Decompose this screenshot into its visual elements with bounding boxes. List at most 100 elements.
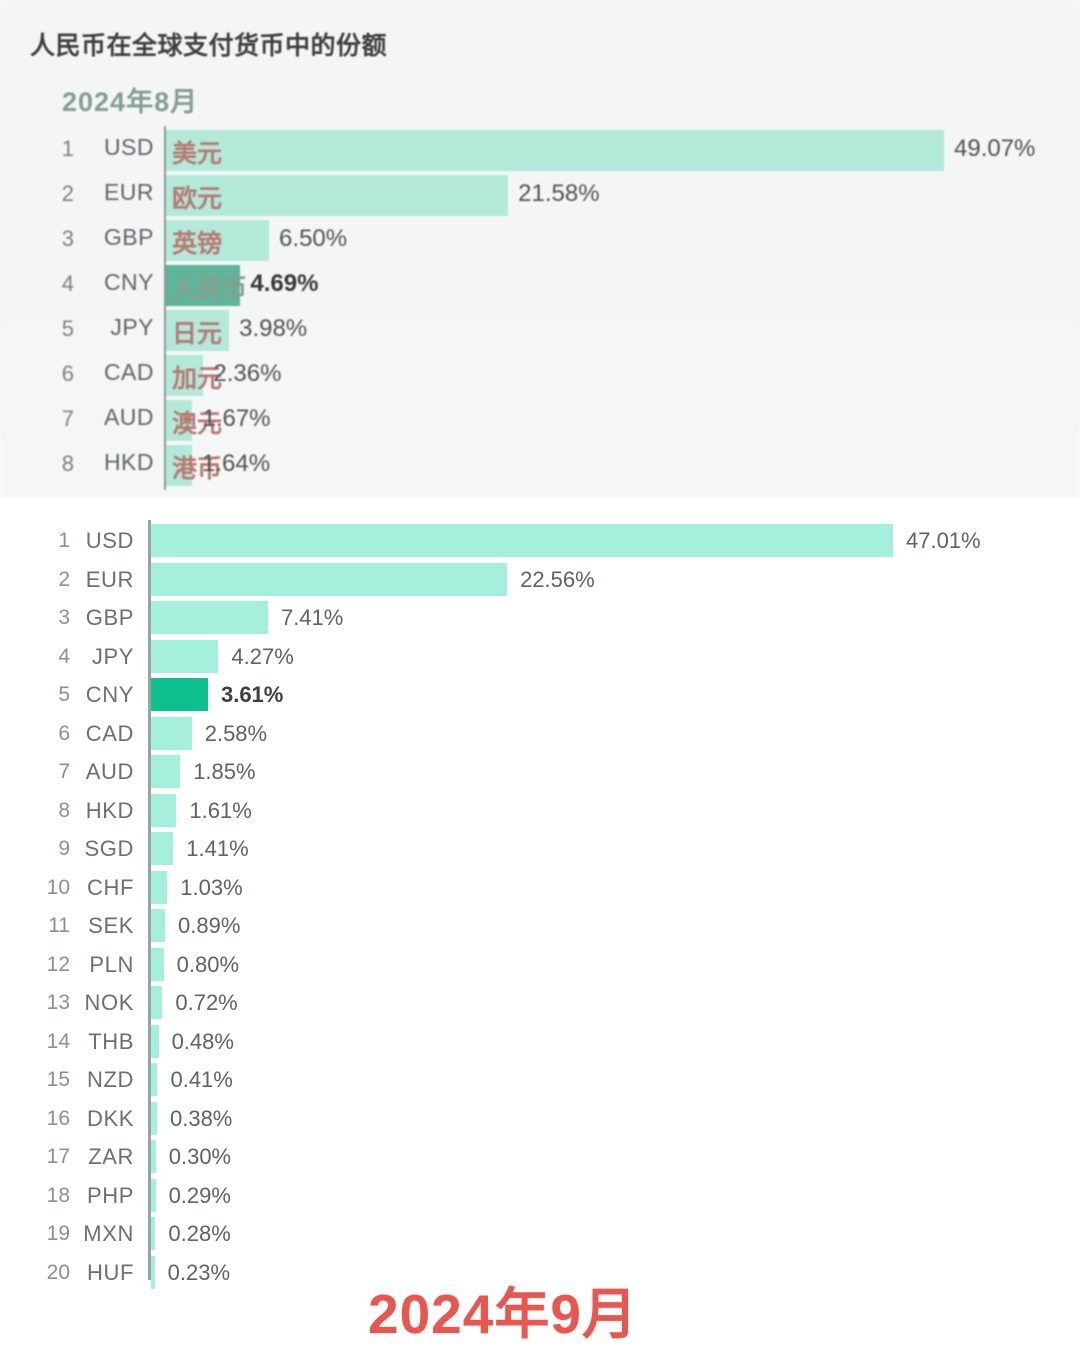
- row-rank: 11: [48, 914, 70, 937]
- table-row: 19 MXN 0.28%: [0, 1215, 1080, 1254]
- row-currency-code: HKD: [85, 797, 134, 823]
- row-bar: [151, 1024, 159, 1058]
- row-rank: 8: [61, 451, 74, 476]
- row-value-label: 1.61%: [189, 797, 252, 823]
- table-row: 4 JPY 4.27%: [0, 638, 1080, 677]
- row-value-label: 0.80%: [176, 951, 240, 977]
- row-currency-code: PHP: [86, 1182, 134, 1208]
- row-currency-code: NZD: [86, 1067, 134, 1092]
- row-bar: [151, 793, 177, 827]
- row-currency-code: JPY: [110, 314, 154, 340]
- row-value-label: 49.07%: [954, 135, 1036, 162]
- row-currency-code: PLN: [89, 951, 134, 977]
- row-bar: [151, 716, 192, 750]
- row-currency-code: SEK: [88, 913, 134, 938]
- table-row: 6 CAD 2.58%: [0, 715, 1080, 754]
- table-row: 2 EUR 欧元 21.58%: [0, 173, 1080, 218]
- row-rank: 7: [61, 406, 74, 431]
- row-currency-code: EUR: [85, 566, 134, 592]
- row-value-label: 0.41%: [170, 1067, 233, 1092]
- row-rank: 19: [46, 1222, 70, 1245]
- row-rank: 5: [58, 683, 70, 706]
- chart-axis-line-september: [148, 520, 151, 1280]
- row-value-label: 4.27%: [231, 643, 294, 669]
- table-row: 7 AUD 澳元 1.67%: [0, 398, 1080, 443]
- table-row: 3 GBP 英镑 6.50%: [0, 218, 1080, 263]
- row-bar: [166, 220, 270, 261]
- table-row: 14 THB 0.48%: [0, 1023, 1080, 1062]
- row-value-label: 0.38%: [169, 1105, 233, 1131]
- row-rank: 10: [46, 875, 70, 899]
- row-rank: 17: [46, 1145, 70, 1168]
- row-value-label: 1.64%: [202, 450, 271, 477]
- row-rank: 18: [46, 1183, 70, 1207]
- row-currency-code: USD: [103, 134, 154, 160]
- row-currency-name-cn: 英镑: [172, 230, 223, 258]
- row-rank: 4: [58, 644, 70, 668]
- row-bar: [166, 310, 230, 351]
- row-bar: [151, 947, 164, 981]
- row-rank: 6: [58, 721, 70, 745]
- row-value-label: 0.23%: [167, 1259, 231, 1285]
- row-currency-code: JPY: [91, 643, 134, 669]
- row-rank: 4: [61, 271, 74, 296]
- row-value-label: 2.36%: [213, 360, 282, 387]
- row-value-label: 22.56%: [520, 566, 595, 592]
- row-value-label: 1.67%: [202, 405, 271, 432]
- row-currency-code: SGD: [84, 836, 134, 861]
- row-currency-code: GBP: [85, 605, 134, 630]
- row-rank: 2: [58, 567, 70, 591]
- row-currency-code: CNY: [85, 682, 134, 707]
- row-bar: [151, 1178, 156, 1212]
- row-currency-code: CNY: [103, 269, 154, 295]
- chart-axis-line-august: [164, 126, 166, 490]
- row-bar: [151, 678, 208, 711]
- row-rank: 12: [46, 952, 70, 976]
- table-row: 16 DKK 0.38%: [0, 1100, 1080, 1139]
- table-row: 11 SEK 0.89%: [0, 907, 1080, 946]
- row-bar: [166, 130, 944, 171]
- row-currency-code: HKD: [103, 449, 154, 475]
- row-value-label: 2.58%: [204, 720, 268, 746]
- row-currency-code: MXN: [83, 1221, 134, 1246]
- row-currency-code: CAD: [85, 720, 134, 746]
- row-bar: [151, 524, 893, 557]
- row-value-label: 0.48%: [171, 1028, 234, 1054]
- table-row: 12 PLN 0.80%: [0, 946, 1080, 985]
- row-value-label: 47.01%: [906, 528, 981, 553]
- row-currency-name-cn: 澳元: [172, 410, 223, 438]
- row-bar: [151, 601, 268, 634]
- row-currency-name-cn: 美元: [172, 140, 223, 168]
- row-value-label: 6.50%: [279, 225, 348, 252]
- table-row: 7 AUD 1.85%: [0, 753, 1080, 792]
- row-currency-code: EUR: [103, 179, 154, 205]
- chart-subtitle-august: 2024年8月: [62, 87, 199, 117]
- table-row: 5 CNY 3.61%: [0, 676, 1080, 715]
- row-value-label: 3.98%: [239, 315, 308, 342]
- row-bar: [166, 355, 204, 396]
- row-rank: 2: [61, 181, 74, 206]
- table-row: 9 SGD 1.41%: [0, 830, 1080, 869]
- annotation-date-september: 2024年9月: [368, 1283, 638, 1345]
- row-value-label: 3.61%: [220, 682, 284, 707]
- row-rank: 13: [46, 991, 70, 1014]
- row-currency-code: HUF: [86, 1259, 134, 1285]
- row-rank: 1: [58, 529, 70, 552]
- row-bar: [151, 639, 219, 673]
- row-rank: 3: [61, 226, 74, 251]
- row-bar: [151, 1101, 157, 1135]
- row-rank: 6: [61, 361, 74, 386]
- row-currency-name-cn: 欧元: [172, 185, 223, 213]
- row-currency-code: AUD: [103, 404, 154, 430]
- row-currency-name-cn: 加元: [172, 365, 223, 393]
- row-rank: 15: [46, 1068, 70, 1091]
- row-bar: [166, 265, 241, 306]
- table-row: 6 CAD 加元 2.36%: [0, 353, 1080, 398]
- row-currency-code: NOK: [84, 990, 134, 1015]
- row-rank: 3: [58, 606, 70, 629]
- row-bar: [166, 175, 509, 216]
- row-rank: 20: [46, 1260, 70, 1284]
- row-value-label: 1.03%: [180, 874, 243, 900]
- table-row: 17 ZAR 0.30%: [0, 1138, 1080, 1177]
- row-value-label: 1.85%: [193, 759, 256, 784]
